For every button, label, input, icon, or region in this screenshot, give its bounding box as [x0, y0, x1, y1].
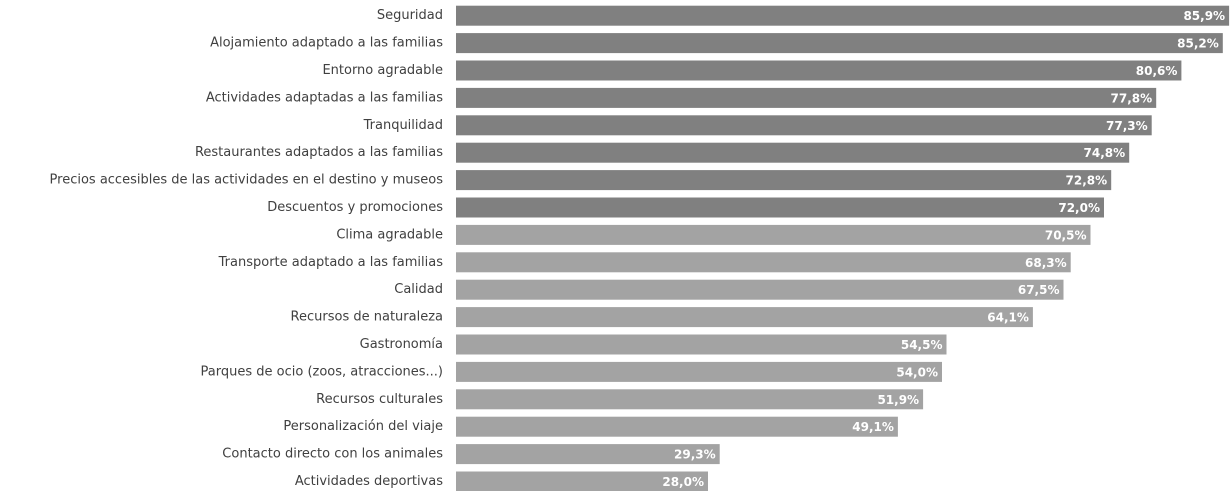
value-label: 80,6% [1136, 64, 1178, 78]
bar [456, 142, 1130, 163]
bar [456, 279, 1064, 300]
bar [456, 444, 720, 465]
value-label: 54,0% [896, 365, 938, 379]
bar [456, 87, 1157, 108]
bar [456, 361, 942, 382]
bar [456, 5, 1230, 26]
bar [456, 60, 1182, 81]
category-label: Calidad [394, 282, 443, 297]
value-label: 68,3% [1025, 256, 1067, 270]
category-label: Transporte adaptado a las familias [218, 255, 444, 270]
value-label: 85,2% [1177, 37, 1219, 51]
category-label: Recursos culturales [316, 392, 443, 407]
value-label: 64,1% [987, 311, 1029, 325]
bar [456, 307, 1033, 328]
category-label: Gastronomía [360, 337, 443, 352]
bar [456, 334, 947, 355]
bar [456, 252, 1071, 273]
value-label: 72,8% [1066, 174, 1108, 188]
bar [456, 197, 1104, 218]
value-label: 77,3% [1106, 119, 1148, 133]
value-label: 77,8% [1111, 91, 1153, 105]
bar [456, 33, 1223, 54]
value-label: 74,8% [1084, 146, 1126, 160]
bar [456, 170, 1112, 191]
category-label: Actividades deportivas [295, 474, 443, 489]
category-label: Parques de ocio (zoos, atracciones...) [201, 364, 443, 379]
category-label: Tranquilidad [363, 118, 443, 133]
value-label: 28,0% [662, 475, 704, 489]
value-label: 67,5% [1018, 283, 1060, 297]
value-label: 70,5% [1045, 228, 1087, 242]
category-label: Actividades adaptadas a las familias [206, 90, 443, 105]
bar [456, 471, 708, 491]
value-label: 72,0% [1058, 201, 1100, 215]
category-label: Descuentos y promociones [267, 200, 443, 215]
category-label: Seguridad [377, 8, 443, 23]
bar [456, 224, 1091, 245]
category-label: Clima agradable [336, 227, 443, 242]
bar [456, 115, 1152, 136]
bar [456, 389, 924, 410]
category-label: Alojamiento adaptado a las familias [210, 36, 443, 51]
value-label: 51,9% [877, 393, 919, 407]
category-label: Personalización del viaje [283, 419, 443, 434]
category-label: Entorno agradable [322, 63, 443, 78]
category-label: Recursos de naturaleza [291, 310, 443, 325]
value-label: 49,1% [852, 420, 894, 434]
value-label: 85,9% [1183, 9, 1225, 23]
value-label: 29,3% [674, 448, 716, 462]
bar [456, 416, 898, 437]
category-label: Contacto directo con los animales [222, 447, 443, 462]
category-label: Restaurantes adaptados a las familias [195, 145, 443, 160]
category-label: Precios accesibles de las actividades en… [50, 173, 444, 188]
value-label: 54,5% [901, 338, 943, 352]
